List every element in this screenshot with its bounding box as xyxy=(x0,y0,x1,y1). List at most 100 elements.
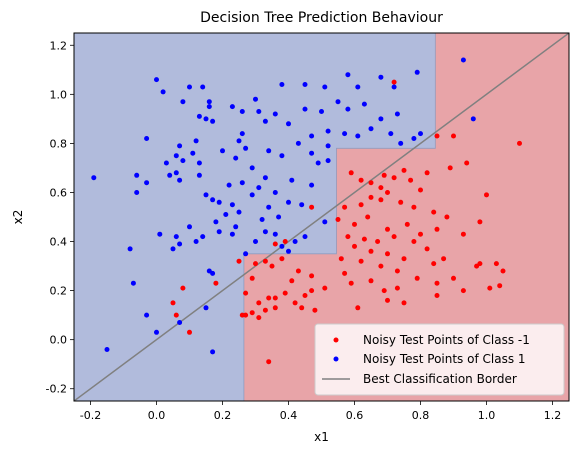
point-class-neg xyxy=(272,295,278,301)
point-class-neg xyxy=(292,300,298,306)
point-class-neg xyxy=(500,268,506,274)
point-class-pos xyxy=(210,270,216,276)
point-class-neg xyxy=(460,231,466,237)
point-class-pos xyxy=(104,347,110,352)
point-class-neg xyxy=(342,270,348,276)
point-class-neg xyxy=(418,231,423,237)
point-class-pos xyxy=(239,109,245,114)
point-class-neg xyxy=(381,172,387,178)
point-class-pos xyxy=(243,145,249,151)
point-class-neg xyxy=(434,226,440,232)
point-class-neg xyxy=(434,280,440,286)
point-class-pos xyxy=(180,99,186,105)
point-class-pos xyxy=(134,172,140,178)
point-class-neg xyxy=(256,315,262,321)
point-class-neg xyxy=(262,307,268,313)
point-class-neg xyxy=(451,133,456,139)
point-class-pos xyxy=(249,165,255,171)
point-class-neg xyxy=(381,288,387,294)
point-class-neg xyxy=(352,221,357,227)
point-class-neg xyxy=(451,275,456,281)
point-class-neg xyxy=(464,160,470,166)
point-class-neg xyxy=(444,214,450,220)
point-class-pos xyxy=(173,234,179,240)
point-class-neg xyxy=(295,268,301,274)
point-class-neg xyxy=(239,312,245,318)
point-class-pos xyxy=(154,329,159,335)
point-class-neg xyxy=(391,175,397,181)
point-class-pos xyxy=(180,158,186,164)
point-class-neg xyxy=(279,256,285,262)
point-class-neg xyxy=(418,187,423,193)
x-tick-label: 0.4 xyxy=(280,409,298,422)
point-class-pos xyxy=(206,104,212,110)
point-class-neg xyxy=(477,261,483,267)
point-class-pos xyxy=(460,57,466,63)
point-class-pos xyxy=(414,69,420,75)
point-class-pos xyxy=(187,84,192,90)
point-class-pos xyxy=(262,229,268,235)
point-class-neg xyxy=(368,278,374,284)
y-tick-label: 1.0 xyxy=(50,88,68,101)
point-class-pos xyxy=(144,180,150,186)
point-class-pos xyxy=(302,82,308,87)
point-class-neg xyxy=(253,261,258,267)
point-class-neg xyxy=(497,283,503,289)
legend: Noisy Test Points of Class -1 Noisy Test… xyxy=(314,323,565,396)
point-class-neg xyxy=(434,133,440,139)
point-class-pos xyxy=(286,248,291,254)
point-class-pos xyxy=(361,101,367,107)
point-class-neg xyxy=(517,140,522,146)
point-class-pos xyxy=(322,219,328,225)
point-class-neg xyxy=(262,258,268,264)
point-class-neg xyxy=(180,285,186,291)
point-class-pos xyxy=(286,199,291,205)
border-line xyxy=(74,33,569,401)
y-tick-label: 0.4 xyxy=(50,236,68,249)
point-class-neg xyxy=(358,202,364,208)
point-class-neg xyxy=(361,236,367,242)
point-class-pos xyxy=(167,172,173,178)
point-class-pos xyxy=(309,133,315,139)
point-class-neg xyxy=(484,192,489,198)
point-class-pos xyxy=(272,111,278,117)
y-tick-label: 0.0 xyxy=(50,334,68,347)
point-class-neg xyxy=(352,243,357,249)
point-class-neg xyxy=(256,300,262,306)
point-class-pos xyxy=(470,116,476,122)
point-class-pos xyxy=(144,312,150,318)
point-class-neg xyxy=(309,273,315,279)
point-class-neg xyxy=(173,312,179,318)
point-class-pos xyxy=(187,224,192,230)
point-class-pos xyxy=(418,131,423,137)
point-class-pos xyxy=(203,305,209,311)
point-class-pos xyxy=(272,190,278,195)
point-class-neg xyxy=(434,293,440,298)
point-class-pos xyxy=(259,217,265,222)
point-class-neg xyxy=(236,258,242,264)
point-class-neg xyxy=(282,290,288,296)
point-class-pos xyxy=(345,72,351,78)
point-class-pos xyxy=(134,190,140,195)
point-class-neg xyxy=(368,194,374,200)
point-class-pos xyxy=(342,131,348,137)
point-class-neg xyxy=(368,180,374,186)
point-class-neg xyxy=(272,305,278,311)
chart-title: Decision Tree Prediction Behaviour xyxy=(200,10,443,26)
x-tick-label: 1.2 xyxy=(544,409,562,422)
point-class-pos xyxy=(177,177,183,183)
point-class-pos xyxy=(233,155,239,161)
point-class-pos xyxy=(276,214,282,220)
point-class-pos xyxy=(154,77,159,83)
point-class-neg xyxy=(394,285,400,291)
x-tick-label: 0.0 xyxy=(148,409,166,422)
point-class-pos xyxy=(229,231,235,237)
point-class-pos xyxy=(160,89,166,95)
point-class-neg xyxy=(385,226,390,232)
point-class-pos xyxy=(193,138,199,144)
point-class-pos xyxy=(355,84,361,90)
point-class-neg xyxy=(391,234,397,240)
point-class-neg xyxy=(477,219,483,225)
y-tick-label: 1.2 xyxy=(50,39,68,52)
y-axis: -0.2 0.0 0.2 0.4 0.6 0.8 1.0 1.2 xyxy=(46,39,74,396)
